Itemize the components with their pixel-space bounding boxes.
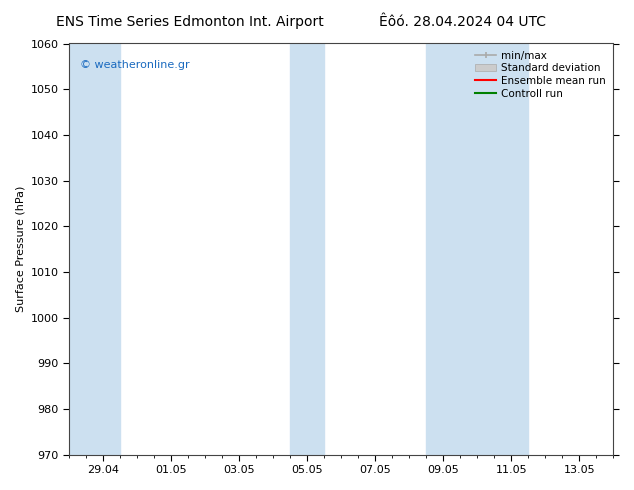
Bar — [426, 44, 528, 455]
Text: ENS Time Series Edmonton Int. Airport: ENS Time Series Edmonton Int. Airport — [56, 15, 324, 29]
Legend: min/max, Standard deviation, Ensemble mean run, Controll run: min/max, Standard deviation, Ensemble me… — [473, 49, 608, 100]
Y-axis label: Surface Pressure (hPa): Surface Pressure (hPa) — [15, 186, 25, 312]
Text: © weatheronline.gr: © weatheronline.gr — [80, 60, 190, 70]
Bar — [69, 44, 120, 455]
Text: Êôó. 28.04.2024 04 UTC: Êôó. 28.04.2024 04 UTC — [379, 15, 547, 29]
Bar — [290, 44, 324, 455]
